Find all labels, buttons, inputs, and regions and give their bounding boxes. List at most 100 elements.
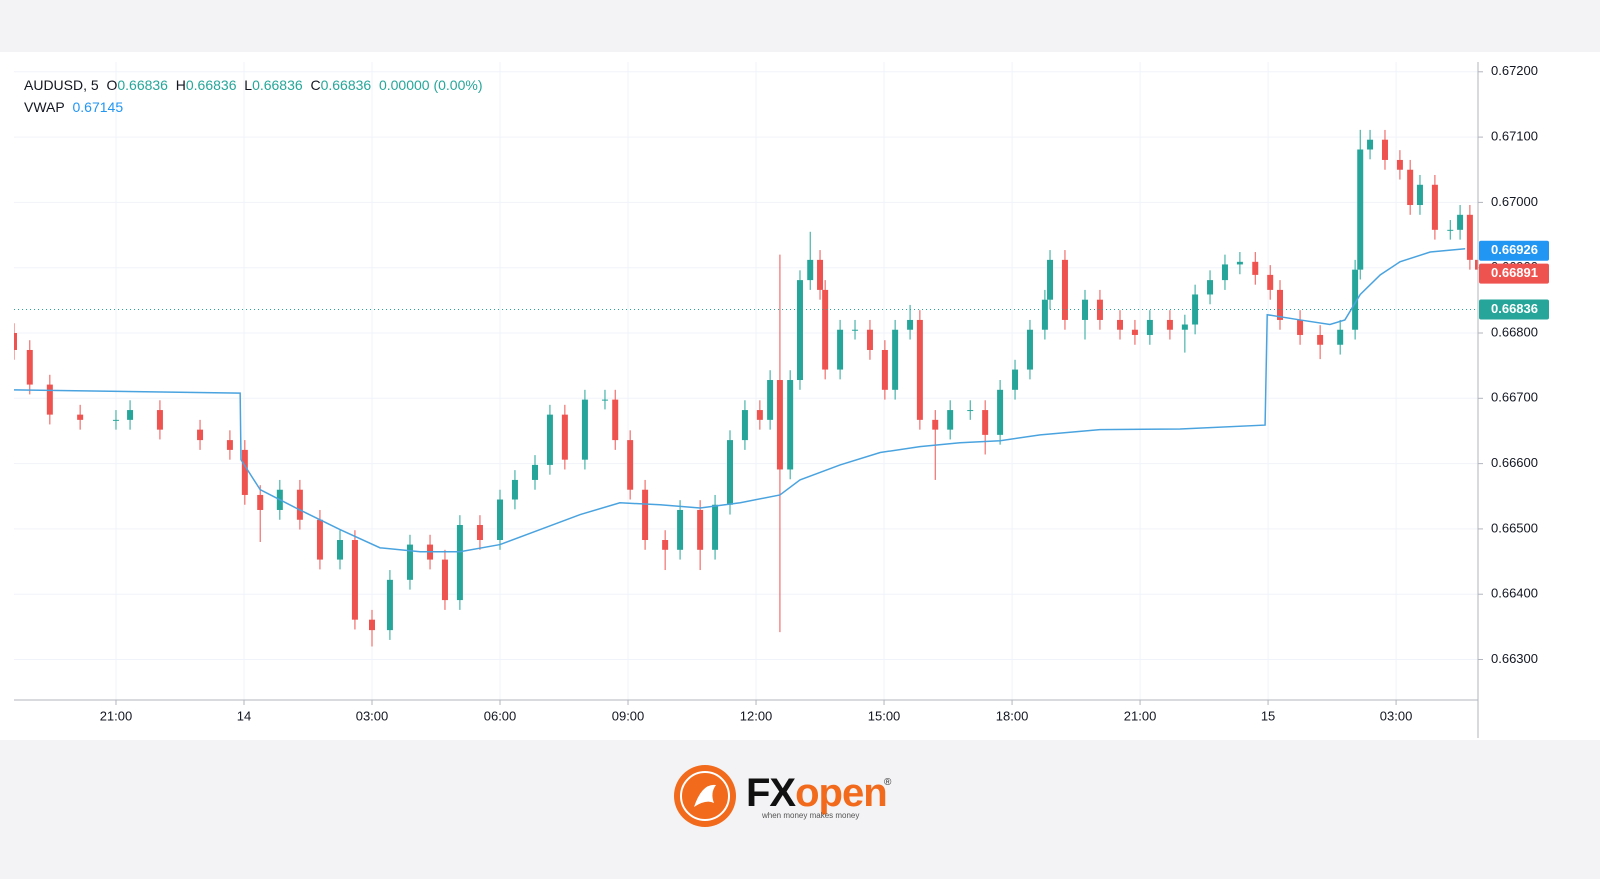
logo-icon xyxy=(674,765,736,827)
candle-body xyxy=(967,410,974,412)
candle-body xyxy=(456,524,463,601)
ohlc-key: H xyxy=(175,77,186,93)
candle-body xyxy=(14,333,17,350)
candle-body xyxy=(1457,214,1464,230)
candle-body xyxy=(197,429,204,441)
candle-body xyxy=(982,410,989,435)
candle-body xyxy=(642,489,649,541)
candle-body xyxy=(1096,299,1103,320)
x-tick-label: 14 xyxy=(237,708,251,723)
x-tick-label: 18:00 xyxy=(996,708,1029,723)
candle-body xyxy=(351,540,358,620)
x-tick-label: 03:00 xyxy=(1380,708,1413,723)
candle-body xyxy=(1267,274,1274,290)
brand-name: FXopen xyxy=(746,771,888,816)
candle-body xyxy=(406,544,413,580)
ohlc-value: 0.66836 xyxy=(117,77,168,93)
candle-body xyxy=(1396,159,1403,170)
ohlc-value: 0.66836 xyxy=(252,77,303,93)
candle-body xyxy=(441,559,448,601)
candle-body xyxy=(1466,214,1473,260)
candle-body xyxy=(627,440,634,490)
candle-body xyxy=(881,349,888,390)
ohlc-key: C xyxy=(310,77,321,93)
candle-body xyxy=(1131,329,1138,335)
candle-body xyxy=(1357,149,1364,270)
candle-body xyxy=(601,399,608,401)
x-tick-label: 21:00 xyxy=(100,708,133,723)
vwap-line xyxy=(14,248,1466,553)
candle-body xyxy=(77,414,84,420)
candle-body xyxy=(1026,329,1033,370)
y-tick-label: 0.66600 xyxy=(1491,455,1538,470)
vwap-value: 0.67145 xyxy=(72,99,124,115)
candle-body xyxy=(947,410,954,430)
change: 0.00000 (0.00%) xyxy=(378,77,483,93)
grid xyxy=(14,62,1478,700)
candle-body xyxy=(1447,229,1454,231)
candle-body xyxy=(1381,139,1388,160)
candle-body xyxy=(726,440,733,505)
ohlc-key: O xyxy=(106,77,118,93)
candle-body xyxy=(932,419,939,430)
candle-body xyxy=(531,464,538,480)
candle-body xyxy=(1337,329,1344,345)
candle-body xyxy=(1221,264,1228,281)
candle-body xyxy=(1041,299,1048,330)
candle-body xyxy=(1207,280,1214,295)
candle-body xyxy=(1166,319,1173,330)
candle-body xyxy=(546,414,553,465)
candle-body xyxy=(26,349,33,385)
candle-body xyxy=(1192,294,1199,325)
candle-body xyxy=(612,399,619,441)
candle-body xyxy=(997,389,1004,435)
axes: 0.66300 0.66400 0.66500 0.66600 0.66700 0.668… xyxy=(100,63,1549,723)
candle-body xyxy=(561,414,568,460)
candle-body xyxy=(822,289,829,370)
candle-body xyxy=(386,579,393,631)
brand-fx: FX xyxy=(746,771,796,815)
x-tick-label: 15:00 xyxy=(868,708,901,723)
candle-body xyxy=(907,319,914,330)
y-tick-label: 0.67000 xyxy=(1491,194,1538,209)
y-tick-label: 0.66400 xyxy=(1491,586,1538,601)
candle-body xyxy=(1181,324,1188,330)
candle-body xyxy=(497,499,504,541)
candle-body xyxy=(1277,289,1284,320)
chart-legend: AUDUSD, 5 O0.66836 H0.66836 L0.66836 C0.… xyxy=(24,74,483,118)
candle-body xyxy=(476,524,483,541)
candle-body xyxy=(1082,299,1089,320)
candle-body xyxy=(697,509,704,550)
candle-body xyxy=(807,259,814,281)
candle-body xyxy=(1117,319,1124,330)
candle-body xyxy=(1146,319,1153,335)
candle-body xyxy=(1352,269,1359,330)
candle-body xyxy=(241,449,248,495)
candle-body xyxy=(316,519,323,560)
candle-body xyxy=(817,259,824,290)
ohlc-row: AUDUSD, 5 O0.66836 H0.66836 L0.66836 C0.… xyxy=(24,74,483,96)
candle-body xyxy=(677,509,684,550)
candle-body xyxy=(1012,369,1019,390)
x-tick-label: 03:00 xyxy=(356,708,389,723)
chart-panel xyxy=(0,52,1600,740)
price-badge-label: 0.66926 xyxy=(1491,242,1538,257)
price-badge xyxy=(1479,240,1549,261)
x-tick-label: 15 xyxy=(1261,708,1275,723)
candle-body xyxy=(226,440,233,450)
brand-tagline: when money makes money xyxy=(762,811,860,820)
symbol: AUDUSD, 5 xyxy=(24,77,99,93)
y-tick-label: 0.66500 xyxy=(1491,520,1538,535)
vwap-name: VWAP xyxy=(24,99,65,115)
price-badge xyxy=(1479,299,1549,320)
candle-body xyxy=(1236,261,1243,265)
candle-body xyxy=(796,280,803,381)
candle-body xyxy=(46,384,53,415)
candle-body xyxy=(1047,259,1054,300)
candle-body xyxy=(741,410,748,441)
candle-body xyxy=(837,329,844,370)
ohlc-value: 0.66836 xyxy=(320,77,372,93)
